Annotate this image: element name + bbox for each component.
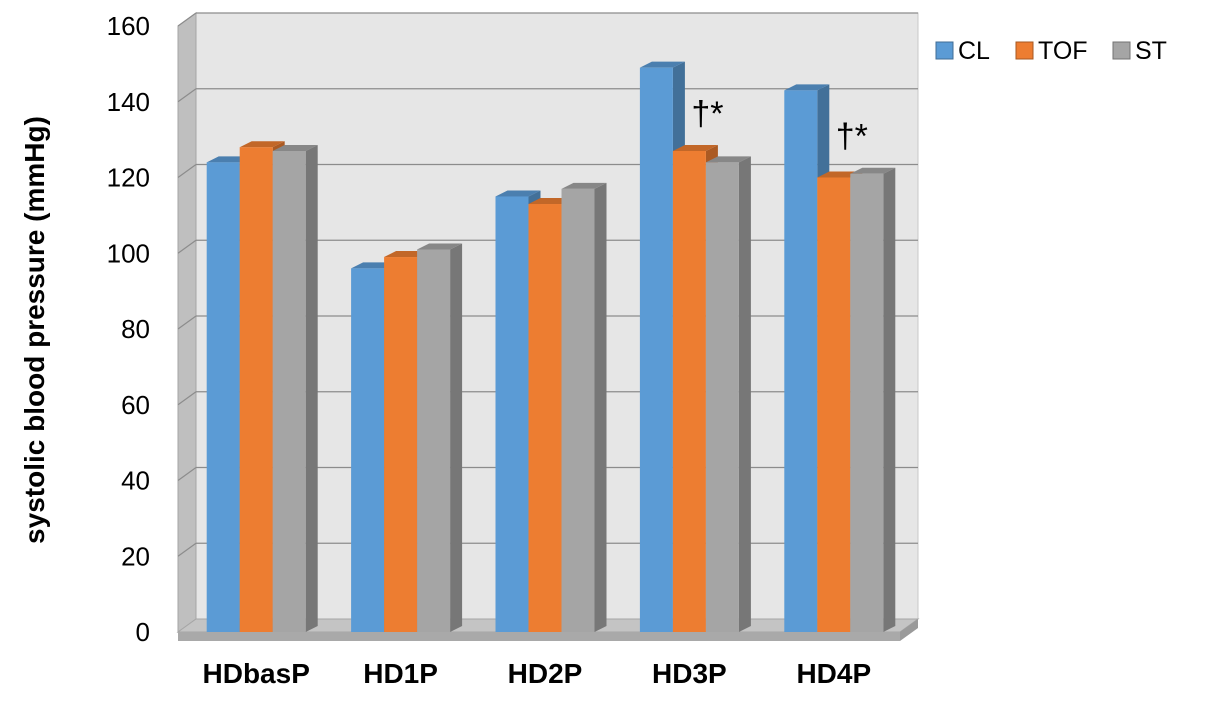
bar-front [672, 150, 706, 633]
legend-swatch-TOF [1015, 41, 1034, 60]
y-tick-label: 140 [107, 87, 150, 117]
bar-ST-HDbasP [272, 144, 318, 633]
x-category-label: HDbasP [203, 658, 310, 689]
bar-ST-HD4P [850, 167, 896, 632]
legend: CL TOF ST [935, 37, 1167, 65]
bar-top [672, 144, 718, 151]
bar-top [784, 84, 830, 91]
y-tick-labels: 0 20 40 60 80 100 120 140 160 [107, 11, 150, 647]
bar-front [495, 196, 529, 632]
legend-swatch-ST [1112, 41, 1131, 60]
floor-edge [178, 632, 900, 641]
bar-top [272, 144, 318, 151]
bar-top [850, 167, 896, 174]
x-category-label: HD2P [508, 658, 583, 689]
bar-side [738, 156, 751, 632]
y-axis-label: systolic blood pressure (mmHg) [19, 116, 50, 544]
legend-label-CL: CL [958, 37, 990, 65]
bar-ST-HD3P [705, 156, 751, 632]
gridline-side [177, 467, 197, 481]
bar-top [417, 243, 463, 250]
y-tick-label: 120 [107, 163, 150, 193]
gridline-side [177, 391, 197, 406]
bar-side [883, 167, 896, 632]
y-tick-label: 100 [107, 238, 150, 268]
gridline-side [177, 542, 197, 557]
legend-label-ST: ST [1135, 37, 1167, 65]
bar-front [417, 249, 451, 632]
bar-front [784, 90, 818, 632]
significance-annotation: †* [836, 118, 868, 156]
bar-front [850, 173, 884, 632]
gridline-side [177, 315, 197, 330]
bar-top [495, 190, 541, 197]
bar-top [639, 61, 685, 68]
gridline-side [177, 164, 197, 178]
bar-ST-HD2P [561, 182, 607, 633]
bar-front [528, 204, 562, 632]
bar-front [705, 162, 739, 632]
floor-side-edge [900, 619, 918, 641]
bar-side [450, 243, 463, 632]
y-tick-label: 40 [121, 466, 150, 496]
bars-group [206, 61, 896, 633]
x-category-labels: HDbasP HD1P HD2P HD3P HD4P [203, 658, 872, 689]
x-category-label: HD3P [652, 658, 727, 689]
significance-annotation: †* [691, 95, 723, 133]
bar-front [639, 67, 673, 633]
bar-front [561, 188, 595, 633]
bar-side [305, 144, 318, 633]
bar-side [594, 182, 607, 633]
bar-top [561, 182, 607, 189]
y-tick-label: 80 [121, 314, 150, 344]
bar-front [384, 257, 418, 632]
bar-front [206, 162, 240, 632]
annotations: †* †* [691, 95, 868, 156]
y-tick-label: 0 [136, 617, 150, 647]
gridline-side [177, 12, 197, 27]
bar-front [817, 177, 851, 632]
bar-top [705, 156, 751, 163]
bar-front [239, 147, 273, 632]
gridline-side [177, 88, 197, 103]
x-category-label: HD4P [796, 658, 871, 689]
bar-front [272, 150, 306, 633]
x-category-label: HD1P [363, 658, 438, 689]
bar-top [239, 141, 285, 148]
y-tick-label: 160 [107, 11, 150, 41]
bar-front [351, 268, 385, 632]
y-tick-label: 20 [121, 541, 150, 571]
legend-label-TOF: TOF [1038, 37, 1088, 65]
legend-swatch-CL [935, 41, 954, 60]
bar-ST-HD1P [417, 243, 463, 632]
gridline-side [177, 239, 197, 254]
y-tick-label: 60 [121, 390, 150, 420]
